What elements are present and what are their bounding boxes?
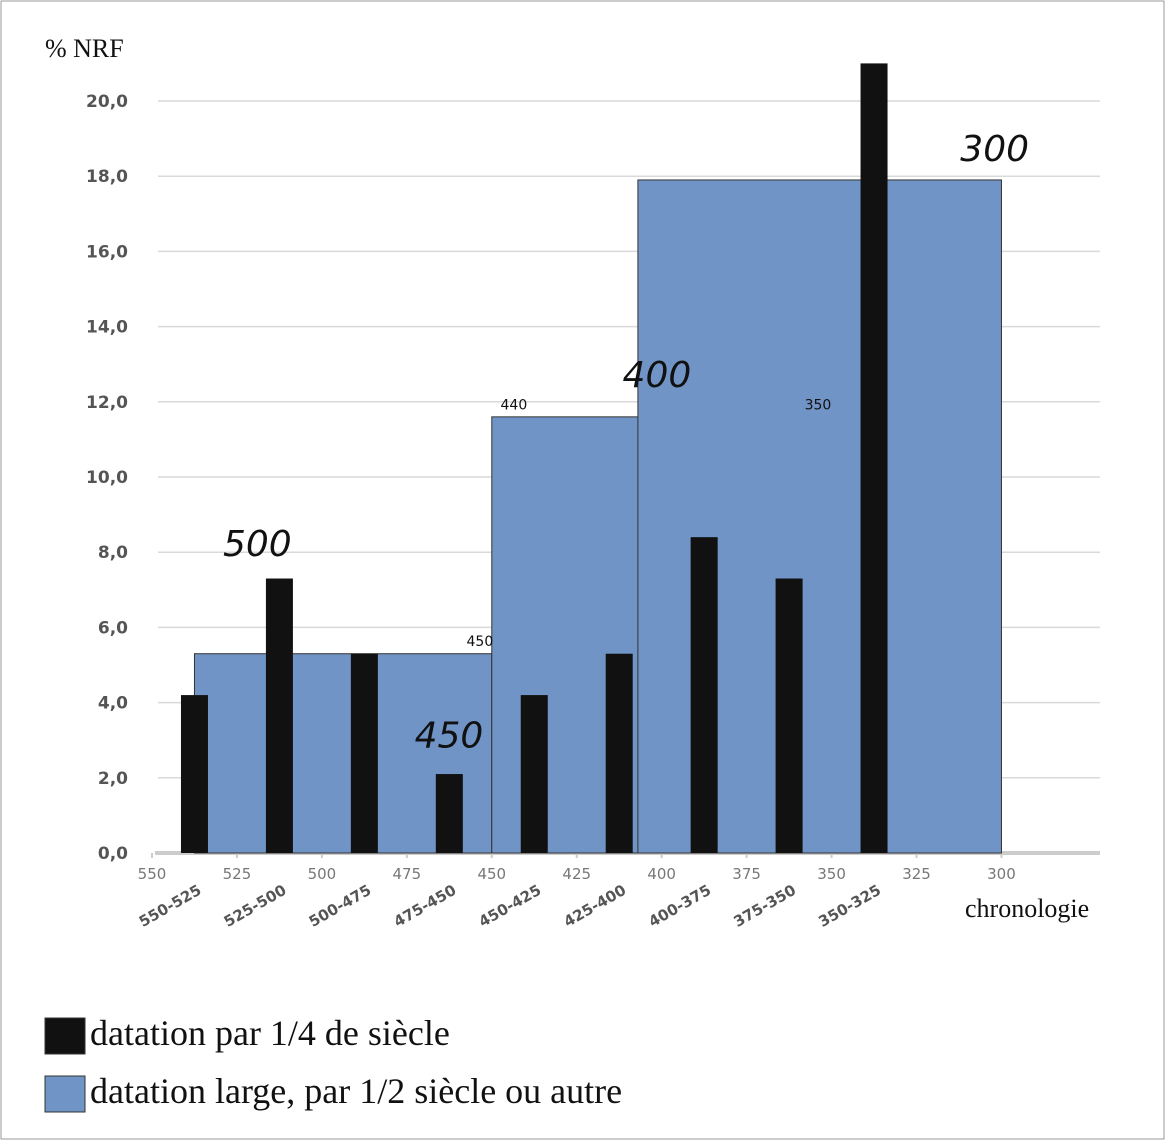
annotation: 450 — [415, 716, 484, 757]
x-tick-label: 525 — [223, 865, 252, 883]
x-tick-label: 500 — [308, 865, 337, 883]
legend-label: datation par 1/4 de siècle — [90, 1013, 450, 1053]
y-tick-label: 0,0 — [98, 844, 128, 864]
y-tick-label: 8,0 — [98, 543, 128, 563]
x-tick-label: 375 — [732, 865, 761, 883]
y-tick-label: 4,0 — [98, 694, 128, 714]
bar — [520, 695, 548, 853]
y-tick-label: 12,0 — [86, 393, 128, 413]
y-tick-label: 2,0 — [98, 769, 128, 789]
y-tick-label: 14,0 — [86, 318, 128, 338]
x-tick-label: 400 — [647, 865, 676, 883]
x-axis-label: chronologie — [965, 894, 1089, 923]
bar — [350, 653, 378, 853]
bar — [265, 578, 293, 853]
bar — [180, 695, 208, 853]
y-axis-label: % NRF — [45, 34, 124, 63]
annotation: 450 — [467, 634, 494, 650]
bar — [690, 537, 718, 853]
annotation: 350 — [805, 397, 832, 413]
annotation: 440 — [501, 397, 528, 413]
legend-label: datation large, par 1/2 siècle ou autre — [90, 1071, 622, 1111]
bar — [860, 63, 888, 853]
x-tick-label: 450 — [477, 865, 506, 883]
annotation: 300 — [960, 129, 1029, 170]
x-tick-label: 475 — [393, 865, 422, 883]
annotation: 400 — [623, 355, 692, 396]
bar — [605, 653, 633, 853]
x-tick-label: 300 — [987, 865, 1016, 883]
x-tick-label: 550 — [138, 865, 167, 883]
y-tick-label: 10,0 — [86, 468, 128, 488]
y-tick-label: 20,0 — [86, 92, 128, 112]
bar — [775, 578, 803, 853]
x-tick-label: 350 — [817, 865, 846, 883]
y-tick-label: 18,0 — [86, 167, 128, 187]
x-tick-label: 425 — [562, 865, 591, 883]
annotation: 500 — [223, 524, 292, 565]
bar — [435, 774, 463, 853]
y-tick-label: 6,0 — [98, 618, 128, 638]
legend-swatch — [44, 1017, 86, 1055]
x-tick-label: 325 — [902, 865, 931, 883]
y-tick-label: 16,0 — [86, 242, 128, 262]
legend-swatch — [44, 1075, 86, 1113]
